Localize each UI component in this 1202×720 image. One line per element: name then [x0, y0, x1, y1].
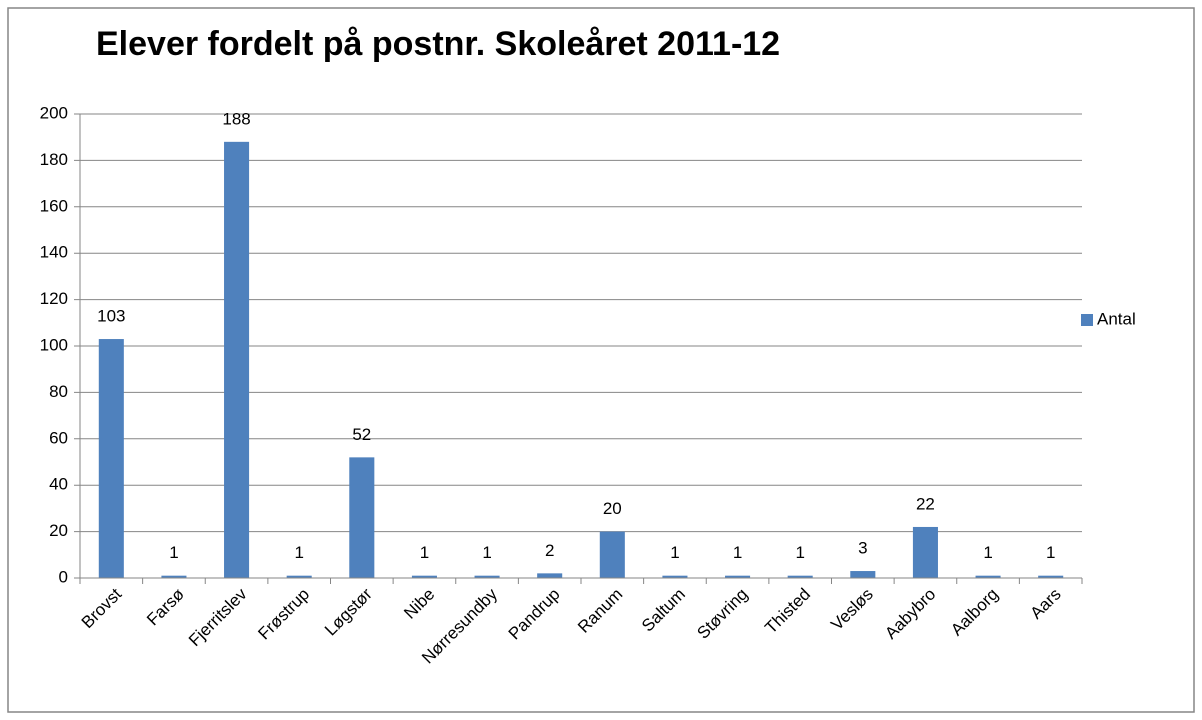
- y-tick-label: 0: [59, 567, 68, 586]
- data-label: 1: [733, 543, 742, 562]
- data-label: 1: [420, 543, 429, 562]
- data-label: 52: [352, 425, 371, 444]
- y-tick-label: 180: [40, 150, 68, 169]
- y-tick-label: 60: [49, 428, 68, 447]
- data-label: 1: [983, 543, 992, 562]
- bar: [411, 575, 437, 578]
- bar: [850, 571, 876, 578]
- data-label: 188: [222, 109, 250, 128]
- legend-label: Antal: [1097, 309, 1136, 328]
- bar: [912, 526, 938, 578]
- bar: [349, 457, 375, 578]
- data-label: 22: [916, 494, 935, 513]
- data-label: 1: [1046, 543, 1055, 562]
- bar: [975, 575, 1001, 578]
- y-tick-label: 20: [49, 521, 68, 540]
- bar: [599, 531, 625, 578]
- y-tick-label: 40: [49, 475, 68, 494]
- data-label: 1: [670, 543, 679, 562]
- data-label: 103: [97, 307, 125, 326]
- chart-border: [7, 7, 1195, 713]
- bar: [1038, 575, 1064, 578]
- data-label: 2: [545, 541, 554, 560]
- bar: [98, 339, 124, 578]
- bar: [787, 575, 813, 578]
- y-tick-label: 120: [40, 289, 68, 308]
- data-label: 1: [482, 543, 491, 562]
- data-label: 1: [169, 543, 178, 562]
- data-label: 20: [603, 499, 622, 518]
- bar: [474, 575, 500, 578]
- y-tick-label: 100: [40, 335, 68, 354]
- data-label: 3: [858, 539, 867, 558]
- y-tick-label: 140: [40, 243, 68, 262]
- bar: [286, 575, 312, 578]
- bar: [662, 575, 688, 578]
- legend-swatch: [1081, 314, 1093, 326]
- bar: [537, 573, 563, 578]
- y-tick-label: 160: [40, 196, 68, 215]
- bar: [224, 141, 250, 578]
- data-label: 1: [294, 543, 303, 562]
- y-tick-label: 200: [40, 103, 68, 122]
- bar: [725, 575, 751, 578]
- y-tick-label: 80: [49, 382, 68, 401]
- bar: [161, 575, 187, 578]
- data-label: 1: [795, 543, 804, 562]
- chart-title: Elever fordelt på postnr. Skoleåret 2011…: [96, 25, 780, 63]
